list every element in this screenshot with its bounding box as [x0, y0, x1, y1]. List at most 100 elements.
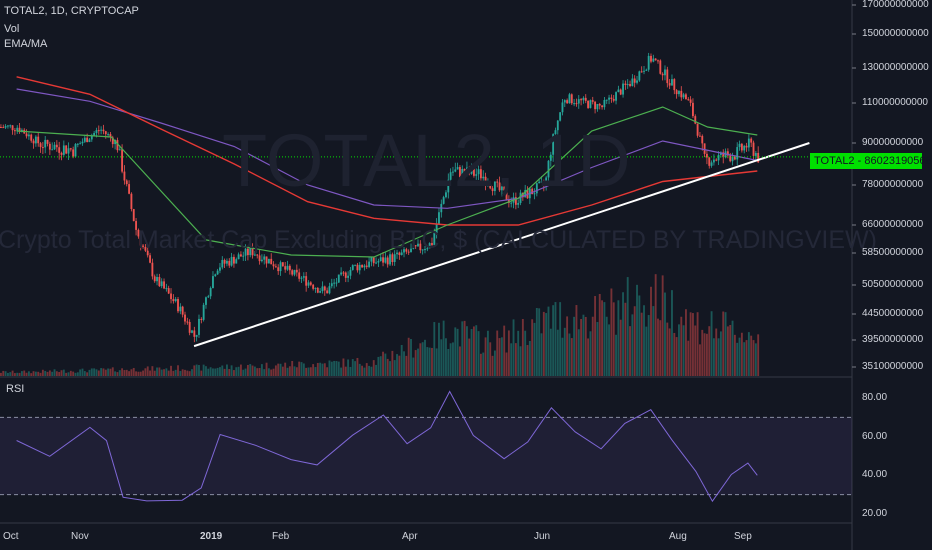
candle-body [431, 243, 433, 245]
candle-body [636, 80, 638, 83]
candle-body [198, 318, 200, 335]
candle-body [647, 55, 650, 70]
rsi-panel-label[interactable]: RSI [6, 383, 25, 395]
candle-body [750, 138, 753, 143]
candle-body [671, 79, 673, 86]
candle-body [142, 245, 144, 247]
volume-bar [638, 295, 641, 376]
candle-body [372, 257, 375, 264]
volume-bar [440, 339, 443, 376]
candle-body [535, 183, 538, 194]
volume-bar [0, 372, 2, 376]
candle-body [619, 89, 622, 95]
candle-body [687, 99, 690, 101]
volume-bar [205, 366, 207, 376]
candle-body [601, 105, 604, 108]
volume-bar [722, 311, 725, 376]
volume-bar [493, 350, 496, 376]
candle-body [48, 143, 51, 150]
volume-bar [186, 370, 189, 376]
y-axis-tick: 58500000000 [862, 247, 924, 258]
rsi-axis-tick: 60.00 [862, 430, 888, 442]
volume-bar [55, 371, 58, 376]
volume-bar [351, 359, 354, 376]
candle-body [18, 127, 21, 132]
candle-body [90, 135, 93, 140]
candle-body [37, 136, 40, 144]
candle-body [109, 134, 112, 138]
volume-bar [414, 350, 417, 376]
volume-bar [181, 369, 184, 376]
candle-body [314, 287, 317, 289]
candle-body [466, 167, 468, 174]
volume-bar [272, 368, 275, 376]
candle-body [719, 152, 722, 155]
candle-body [673, 79, 676, 91]
candle-body [72, 149, 75, 157]
volume-bar [556, 329, 559, 376]
candle-body [396, 252, 398, 255]
candle-body [207, 296, 210, 298]
candle-body [186, 321, 189, 323]
candle-body [643, 70, 645, 72]
volume-bar [382, 351, 384, 376]
candle-body [540, 181, 543, 183]
candle-body [97, 130, 100, 132]
symbol-title[interactable]: TOTAL2, 1D, CRYPTOCAP [4, 5, 139, 17]
volume-bar [757, 334, 760, 376]
candle-body [9, 125, 12, 127]
volume-bar [554, 302, 557, 376]
volume-bar [573, 316, 576, 376]
candle-body [337, 274, 340, 283]
volume-bar [51, 371, 54, 376]
volume-legend[interactable]: Vol [4, 23, 20, 35]
candle-body [53, 144, 56, 150]
candle-body [477, 169, 480, 175]
volume-bar [745, 340, 748, 376]
volume-bar [277, 363, 280, 376]
volume-bar [123, 370, 126, 376]
volume-bar [114, 371, 117, 376]
candle-body [566, 100, 569, 104]
volume-bar [44, 370, 47, 376]
volume-bar [295, 367, 298, 376]
candle-body [638, 71, 641, 81]
volume-bar [503, 325, 506, 376]
volume-bar [712, 338, 715, 376]
candle-body [323, 286, 326, 291]
candle-body [121, 149, 124, 172]
candle-body [414, 245, 417, 247]
volume-bar [165, 368, 168, 376]
volume-bar [433, 322, 436, 376]
volume-bar [2, 370, 5, 376]
candle-body [386, 257, 389, 265]
volume-bar [102, 368, 105, 376]
volume-bar [701, 329, 704, 376]
candle-body [456, 167, 459, 170]
candle-body [738, 143, 741, 148]
volume-bar [309, 367, 312, 376]
volume-bar [344, 366, 347, 376]
candle-body [260, 259, 263, 262]
volume-bar [34, 371, 37, 376]
volume-bar [30, 373, 33, 376]
volume-bar [575, 305, 578, 376]
volume-bar [79, 369, 82, 376]
volume-bar [23, 370, 26, 376]
volume-bar [319, 362, 322, 376]
candle-body [195, 334, 198, 337]
candle-body [626, 84, 629, 86]
volume-bar [214, 368, 217, 376]
candle-body [300, 277, 303, 279]
candle-body [489, 184, 492, 189]
volume-bar [281, 366, 284, 376]
candle-body [88, 139, 91, 143]
volume-bar [25, 372, 28, 376]
volume-bar [452, 342, 454, 376]
candle-body [354, 264, 357, 266]
ema-ma-legend[interactable]: EMA/MA [4, 38, 48, 50]
volume-bar [130, 369, 133, 376]
volume-bar [407, 337, 410, 376]
volume-bar [340, 367, 343, 376]
